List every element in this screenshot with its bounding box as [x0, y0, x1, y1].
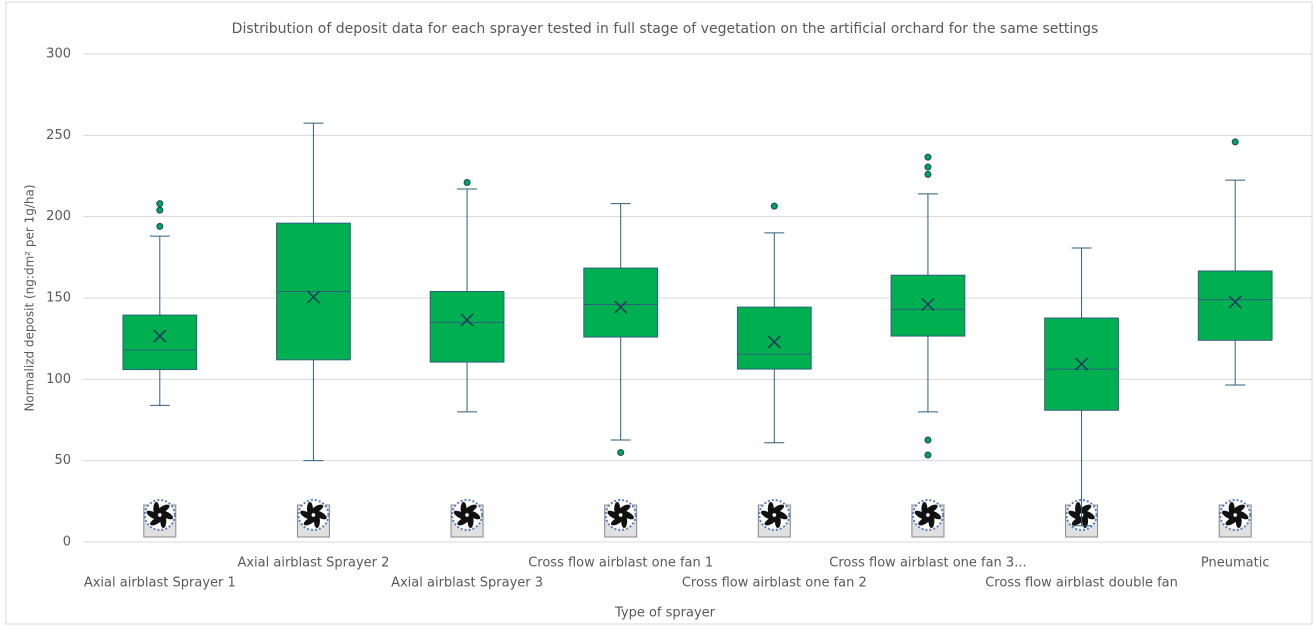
icon-blade: [921, 501, 928, 516]
y-tick-label: 300: [46, 47, 71, 62]
outlier: [924, 163, 932, 171]
icon-blade: [1228, 501, 1235, 516]
x-tick-label: Cross flow airblast one fan 3...: [829, 556, 1026, 571]
icon-blade: [153, 501, 160, 516]
icon-blade: [928, 510, 942, 520]
outlier: [463, 179, 471, 187]
icon-blade: [764, 516, 778, 526]
icon-blade: [1082, 510, 1095, 520]
x-tick-label: Axial airblast Sprayer 2: [237, 556, 389, 571]
icon-blade: [453, 510, 467, 520]
chart-title: Distribution of deposit data for each sp…: [232, 21, 1099, 37]
y-axis-label: Normalizd deposit (ng:dm² per 1g/ha): [23, 184, 37, 411]
mean-marker: [153, 329, 167, 343]
icon-blade: [310, 504, 324, 514]
icon-blade: [457, 516, 470, 526]
x-tick-label: Axial airblast Sprayer 3: [391, 576, 543, 591]
icon-blade: [150, 516, 163, 526]
icon-blade: [467, 510, 481, 520]
icon-blade: [607, 510, 620, 520]
outlier: [924, 170, 932, 178]
icon-blade: [306, 501, 313, 516]
chart-border: [5, 1, 1313, 625]
mean-marker: [1075, 357, 1089, 371]
outlier: [617, 449, 625, 457]
sprayer-icon: [911, 499, 945, 538]
x-tick-label: Axial airblast Sprayer 1: [84, 576, 236, 591]
icon-blade: [614, 501, 621, 516]
icon-blade: [1225, 516, 1238, 526]
icon-blade: [464, 504, 477, 514]
icon-blade: [460, 501, 467, 516]
icon-blade: [928, 514, 935, 529]
icon-blade: [157, 504, 170, 514]
y-tick-label: 250: [46, 128, 71, 143]
y-tick-label: 100: [46, 372, 71, 387]
outlier: [156, 222, 164, 230]
icon-blade: [1068, 510, 1081, 520]
icon-blade: [610, 516, 624, 526]
outlier: [156, 206, 164, 214]
box: [122, 314, 198, 371]
outlier: [770, 202, 778, 210]
icon-blade: [914, 510, 928, 520]
box: [890, 274, 966, 337]
x-tick-label: Pneumatic: [1201, 556, 1270, 571]
box: [429, 290, 505, 363]
box: [736, 306, 812, 370]
icon-blade: [774, 514, 781, 529]
icon-blade: [160, 514, 167, 529]
box: [583, 267, 659, 338]
mean-marker: [614, 300, 628, 314]
y-tick-label: 0: [63, 535, 71, 550]
x-axis-label: Type of sprayer: [614, 606, 716, 621]
mean-marker: [1228, 295, 1242, 309]
sprayer-icon: [604, 499, 638, 538]
y-tick-label: 50: [54, 453, 71, 468]
icon-blade: [621, 514, 628, 529]
icon-blade: [767, 501, 774, 516]
icon-blade: [303, 516, 317, 526]
outlier: [924, 153, 932, 161]
sprayer-icon: [450, 499, 484, 538]
outlier: [924, 436, 932, 444]
icon-blade: [160, 510, 174, 520]
x-tick-label: Cross flow airblast one fan 2: [682, 576, 867, 591]
icon-blade: [1235, 514, 1242, 529]
x-tick-label: Cross flow airblast one fan 1: [528, 556, 713, 571]
sprayer-icon: [757, 499, 791, 538]
icon-blade: [300, 510, 313, 520]
icon-blade: [621, 510, 634, 520]
y-tick-label: 200: [46, 209, 71, 224]
mean-marker: [460, 313, 474, 327]
mean-marker: [921, 297, 935, 312]
sprayer-icon: [296, 499, 330, 538]
outlier: [924, 451, 932, 459]
mean-marker: [767, 335, 781, 349]
icon-blade: [771, 504, 785, 514]
icon-blade: [1232, 504, 1245, 514]
outlier: [156, 200, 164, 208]
icon-blade: [918, 516, 931, 526]
icon-blade: [1075, 501, 1082, 516]
sprayer-icon: [1218, 499, 1252, 538]
x-tick-label: Cross flow airblast double fan: [985, 576, 1178, 591]
y-tick-label: 150: [46, 291, 71, 306]
box: [1197, 270, 1273, 341]
icon-blade: [617, 504, 631, 514]
icon-blade: [1221, 510, 1235, 520]
outlier: [1231, 138, 1239, 146]
mean-marker: [306, 290, 320, 304]
icon-blade: [1235, 510, 1249, 520]
icon-blade: [467, 514, 474, 529]
sprayer-icon: [143, 499, 177, 538]
icon-blade: [775, 510, 788, 520]
icon-blade: [925, 504, 938, 514]
icon-blade: [146, 510, 160, 520]
icon-blade: [313, 514, 320, 529]
icon-blade: [314, 510, 327, 520]
icon-blade: [761, 510, 774, 520]
